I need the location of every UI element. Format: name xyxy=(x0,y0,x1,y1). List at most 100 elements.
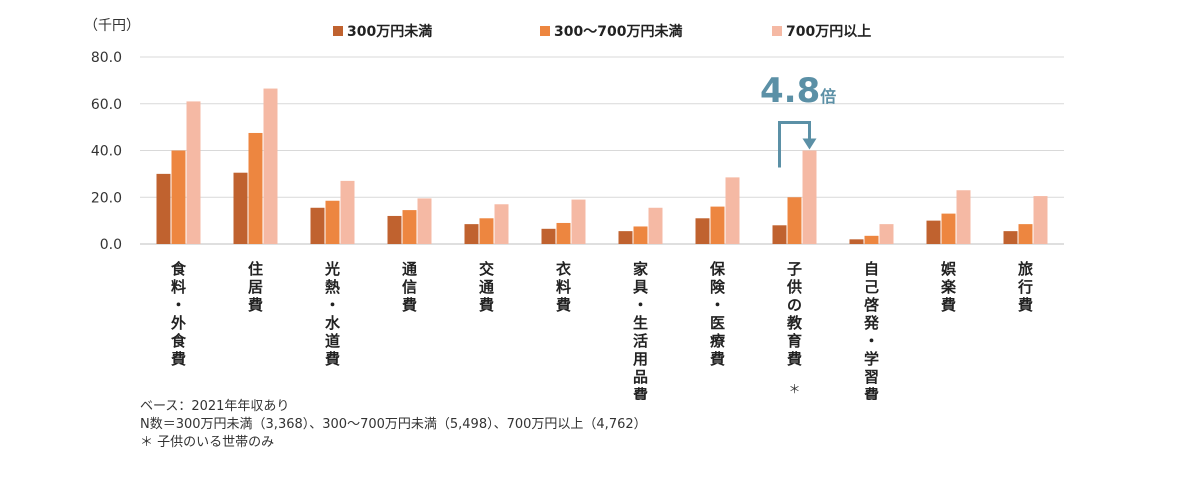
annotation-arrowhead xyxy=(802,138,817,150)
category-label: 用 xyxy=(633,350,648,368)
bar xyxy=(171,150,186,244)
bar xyxy=(710,206,725,244)
category-label: 学 xyxy=(864,350,879,368)
category-label: 費 xyxy=(479,296,494,314)
category-label: の xyxy=(787,296,802,314)
legend-label: 300万円未満 xyxy=(347,23,432,40)
category-label: 通 xyxy=(479,278,494,296)
category-label: ・ xyxy=(325,296,340,314)
legend-swatch xyxy=(333,26,343,36)
category-label: 自 xyxy=(864,260,879,278)
category-label: 家 xyxy=(633,260,648,278)
children-note: ＊ 子供のいる世帯のみ xyxy=(140,435,275,450)
bar xyxy=(263,88,278,245)
category-label: 医 xyxy=(710,314,725,332)
bar xyxy=(956,190,971,244)
bar xyxy=(340,180,355,244)
category-label: 料 xyxy=(171,278,186,296)
bar xyxy=(802,150,817,244)
annotation-text: 4.8倍 xyxy=(760,71,836,111)
category-footnote-mark: ＊ xyxy=(788,382,800,396)
category-label: 行 xyxy=(1017,278,1033,296)
category-label: 外 xyxy=(170,314,186,332)
bar xyxy=(787,197,802,244)
category-label: 発 xyxy=(863,314,880,332)
category-label: 保 xyxy=(709,260,726,278)
y-tick-label: 80.0 xyxy=(91,50,122,66)
category-label: 生 xyxy=(633,314,648,332)
bar xyxy=(479,218,494,244)
category-label: 食 xyxy=(171,260,187,278)
bar xyxy=(310,207,325,244)
category-label: 衣 xyxy=(556,260,571,278)
category-labels: 食料・外食費住居費光熱・水道費通信費交通費衣料費家具・生活用品費保険・医療費子供… xyxy=(170,260,1033,400)
category-label: 通 xyxy=(402,260,417,278)
category-label: 具 xyxy=(633,278,648,296)
bars xyxy=(156,88,1048,245)
legend-swatch xyxy=(772,26,782,36)
bar xyxy=(1033,196,1048,244)
category-label: 習 xyxy=(864,368,879,386)
bar xyxy=(864,235,879,244)
base-note: ベース：2021年年収あり xyxy=(140,399,290,414)
category-label: 品 xyxy=(633,368,648,386)
category-label: 療 xyxy=(710,332,726,350)
category-label: 水 xyxy=(325,314,341,332)
bar xyxy=(849,239,864,244)
bar xyxy=(156,173,171,244)
category-label: 食 xyxy=(171,332,187,350)
category-label: 子 xyxy=(787,260,802,278)
annotation-arrow xyxy=(778,121,811,168)
bar xyxy=(325,200,340,244)
category-label: 娯 xyxy=(941,260,956,278)
y-axis-ticks: 80.0 60.0 40.0 20.0 0.0 xyxy=(91,50,122,253)
category-label: 道 xyxy=(325,332,340,350)
gridlines xyxy=(140,56,1064,245)
bar xyxy=(248,132,263,244)
bar xyxy=(618,231,633,244)
category-label: 費 xyxy=(325,350,340,368)
ratio-annotation: 4.8倍 xyxy=(760,71,836,168)
category-label: 住 xyxy=(248,260,263,278)
category-label: 教 xyxy=(786,314,803,332)
category-label: 費 xyxy=(710,350,725,368)
category-label: 料 xyxy=(556,278,571,296)
bar xyxy=(1018,224,1033,244)
y-tick-label: 60.0 xyxy=(91,97,122,113)
bar xyxy=(879,224,894,244)
category-label: 交 xyxy=(479,260,494,278)
bar xyxy=(1003,231,1018,244)
category-label: 熱 xyxy=(325,278,340,296)
category-label: 費 xyxy=(171,350,186,368)
legend: 300万円未満 300～700万円未満 700万円以上 xyxy=(333,23,871,40)
bar xyxy=(941,213,956,244)
category-label: 険 xyxy=(710,278,726,296)
bar-chart: （千円） 80.060.040.020.00.0 食料・外食費住居費光熱・水道費… xyxy=(84,18,1064,400)
bar xyxy=(926,220,941,244)
bar xyxy=(417,198,432,244)
category-label: 己 xyxy=(864,278,879,296)
category-label: 楽 xyxy=(941,278,957,296)
bar xyxy=(695,218,710,244)
category-label: ・ xyxy=(710,296,725,314)
bar xyxy=(541,228,556,244)
legend-label: 700万円以上 xyxy=(786,24,871,40)
sample-size-note: N数＝300万円未満（3,368）、300～700万円未満（5,498）、700… xyxy=(140,417,647,432)
chart-notes: ベース：2021年年収あり N数＝300万円未満（3,368）、300～700万… xyxy=(140,398,647,452)
bar xyxy=(233,172,248,244)
bar xyxy=(464,224,479,244)
y-tick-label: 0.0 xyxy=(100,237,122,253)
bar xyxy=(494,204,509,244)
bar xyxy=(402,210,417,244)
category-label: 費 xyxy=(864,386,879,400)
category-label: 啓 xyxy=(864,296,880,314)
bar xyxy=(556,222,571,244)
category-label: 光 xyxy=(324,260,340,278)
category-label: 信 xyxy=(402,278,417,296)
category-label: ・ xyxy=(864,332,879,350)
y-unit-label: （千円） xyxy=(84,18,140,34)
bar xyxy=(725,177,740,244)
category-label: 費 xyxy=(556,296,571,314)
category-label: 供 xyxy=(786,278,802,296)
category-label: 旅 xyxy=(1018,260,1033,278)
